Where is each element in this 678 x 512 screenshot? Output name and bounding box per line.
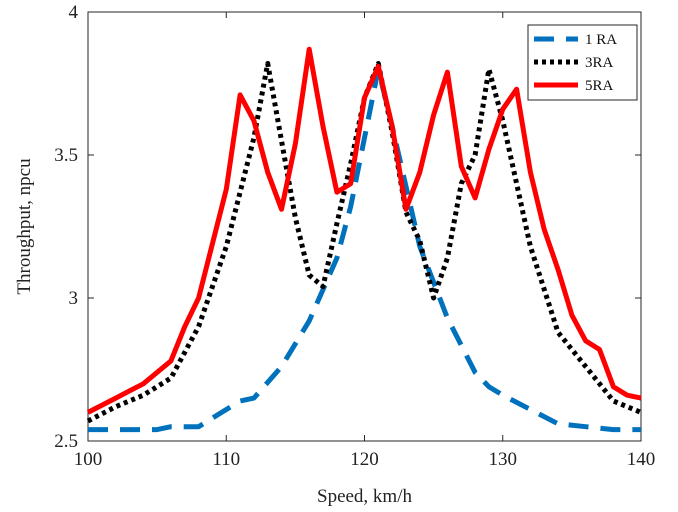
x-tick-label: 100 <box>74 449 103 470</box>
x-tick-label: 140 <box>627 449 656 470</box>
series-line-3ra <box>86 61 642 424</box>
y-axis-label: Throughput, npcu <box>14 158 35 295</box>
series-line-5ra <box>86 46 642 415</box>
series-layer <box>86 46 642 433</box>
x-tick-label: 130 <box>489 449 518 470</box>
legend-label: 3RA <box>585 55 614 71</box>
x-tick-label: 110 <box>212 449 240 470</box>
y-tick-label: 4 <box>69 2 79 23</box>
axis-ticks: 100 110 120 130 140 2.5 3 3.5 4 <box>54 2 655 470</box>
legend-label: 5RA <box>585 78 614 94</box>
x-tick-label: 120 <box>350 449 379 470</box>
y-tick-label: 3 <box>69 288 79 309</box>
x-axis-label: Speed, km/h <box>317 486 412 507</box>
y-tick-label: 3.5 <box>54 145 78 166</box>
legend-label: 1 RA <box>585 32 617 48</box>
legend: 1 RA 3RA 5RA <box>527 24 638 101</box>
series-line-1-ra <box>88 66 641 433</box>
y-tick-label: 2.5 <box>54 431 78 452</box>
